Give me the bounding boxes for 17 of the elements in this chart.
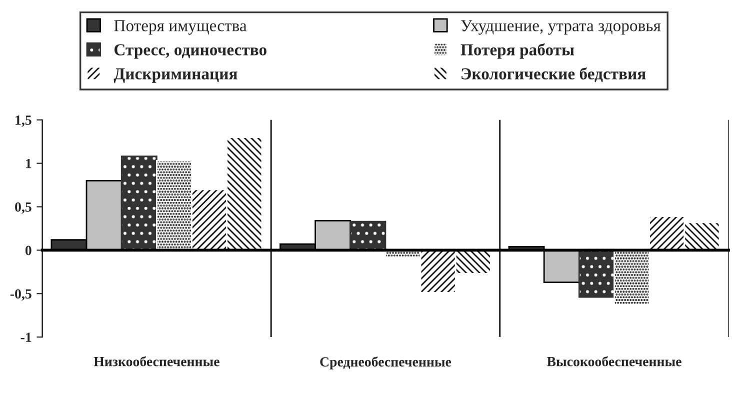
y-tick-label: 1,5: [16, 116, 32, 127]
x-tick-label: Низкообеспеченные: [94, 356, 220, 366]
y-tick-label: 0,5: [15, 202, 32, 214]
y-tick-label: -1: [20, 332, 32, 342]
bar: [120, 156, 158, 251]
legend-label: Стресс, одиночество: [114, 44, 266, 59]
y-tick-label: 0: [25, 246, 32, 256]
bar: [350, 220, 386, 251]
x-tick-label: Высокообеспеченные: [546, 356, 682, 366]
legend-label: Потеря имущества: [114, 20, 247, 35]
y-tick-label: -0,5: [10, 289, 32, 301]
legend-label: Дискриминация: [114, 68, 238, 83]
legend-label: Ухудшение, утрата здоровья: [460, 20, 661, 35]
legend-label: Потеря работы: [460, 43, 574, 59]
legend-label: Экологические бедствия: [462, 67, 646, 82]
x-tick-label: Среднеобеспеченные: [320, 356, 452, 370]
y-tick-label: 1: [26, 158, 32, 168]
